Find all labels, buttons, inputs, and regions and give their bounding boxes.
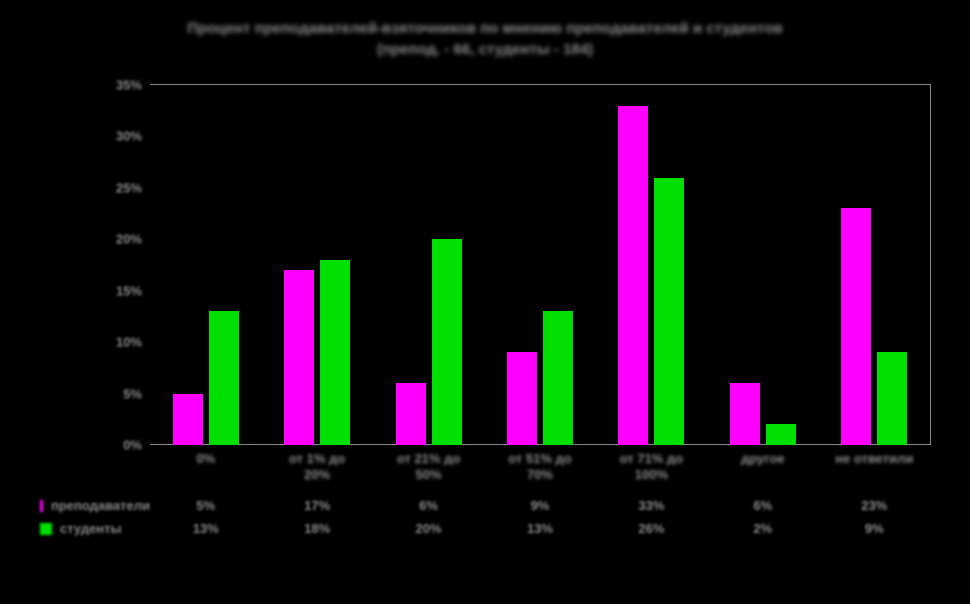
x-tick-label: от 1% до20% (261, 451, 372, 482)
data-table-cell: 13% (150, 521, 261, 536)
y-tick-label: 25% (98, 180, 142, 195)
title-line-2: (препод. - 66, студенты - 184) (80, 39, 890, 60)
bar (396, 383, 426, 445)
bar (730, 383, 760, 445)
data-table-cell: 9% (819, 521, 930, 536)
bar (654, 178, 684, 445)
x-tick-label: 0% (150, 451, 261, 482)
data-table-cell: 6% (373, 498, 484, 513)
data-table-row: студенты13%18%20%13%26%2%9% (40, 517, 950, 540)
legend-item: преподаватели (40, 498, 150, 513)
title-line-1: Процент преподавателей-взяточников по мн… (80, 18, 890, 39)
legend-label: студенты (60, 521, 122, 536)
y-tick-label: 20% (98, 232, 142, 247)
legend-swatch (40, 500, 43, 512)
x-axis-labels: 0%от 1% до20%от 21% до50%от 51% до70%от … (150, 451, 930, 482)
data-table-cell: 9% (484, 498, 595, 513)
y-tick-label: 30% (98, 129, 142, 144)
data-table-cells: 5%17%6%9%33%6%23% (150, 498, 930, 513)
bar-group (484, 85, 595, 445)
data-table: преподаватели5%17%6%9%33%6%23%студенты13… (40, 494, 950, 540)
legend-item: студенты (40, 521, 150, 536)
data-table-cell: 6% (707, 498, 818, 513)
bar-group (819, 85, 930, 445)
data-table-cell: 18% (261, 521, 372, 536)
bar (543, 311, 573, 445)
legend-label: преподаватели (51, 498, 150, 513)
bar (841, 208, 871, 445)
data-table-row: преподаватели5%17%6%9%33%6%23% (40, 494, 950, 517)
plot-area: 0%5%10%15%20%25%30%35% (150, 84, 931, 445)
bar (432, 239, 462, 445)
bar-group (373, 85, 484, 445)
bar (877, 352, 907, 445)
chart-title: Процент преподавателей-взяточников по мн… (20, 10, 950, 64)
bar (766, 424, 796, 445)
data-table-cell: 17% (261, 498, 372, 513)
chart-container: Процент преподавателей-взяточников по мн… (0, 0, 970, 604)
x-tick-label: от 71% до100% (596, 451, 707, 482)
bar (507, 352, 537, 445)
legend-swatch (40, 523, 52, 535)
x-tick-label: другое (707, 451, 818, 482)
y-tick-label: 35% (98, 78, 142, 93)
data-table-cell: 2% (707, 521, 818, 536)
data-table-cell: 26% (596, 521, 707, 536)
bar (209, 311, 239, 445)
x-tick-label: от 51% до70% (484, 451, 595, 482)
bar (320, 260, 350, 445)
data-table-cells: 13%18%20%13%26%2%9% (150, 521, 930, 536)
data-table-cell: 23% (819, 498, 930, 513)
y-tick-label: 0% (98, 438, 142, 453)
bar (173, 394, 203, 445)
y-tick-label: 15% (98, 283, 142, 298)
bar-group (707, 85, 818, 445)
data-table-cell: 20% (373, 521, 484, 536)
y-tick-label: 10% (98, 335, 142, 350)
data-table-cell: 13% (484, 521, 595, 536)
bar-groups (150, 85, 930, 445)
y-tick-label: 5% (98, 386, 142, 401)
bar-group (596, 85, 707, 445)
bar-group (261, 85, 372, 445)
x-tick-label: не ответили (819, 451, 930, 482)
bar-group (150, 85, 261, 445)
x-tick-label: от 21% до50% (373, 451, 484, 482)
data-table-cell: 5% (150, 498, 261, 513)
bar (284, 270, 314, 445)
data-table-cell: 33% (596, 498, 707, 513)
bar (618, 106, 648, 445)
